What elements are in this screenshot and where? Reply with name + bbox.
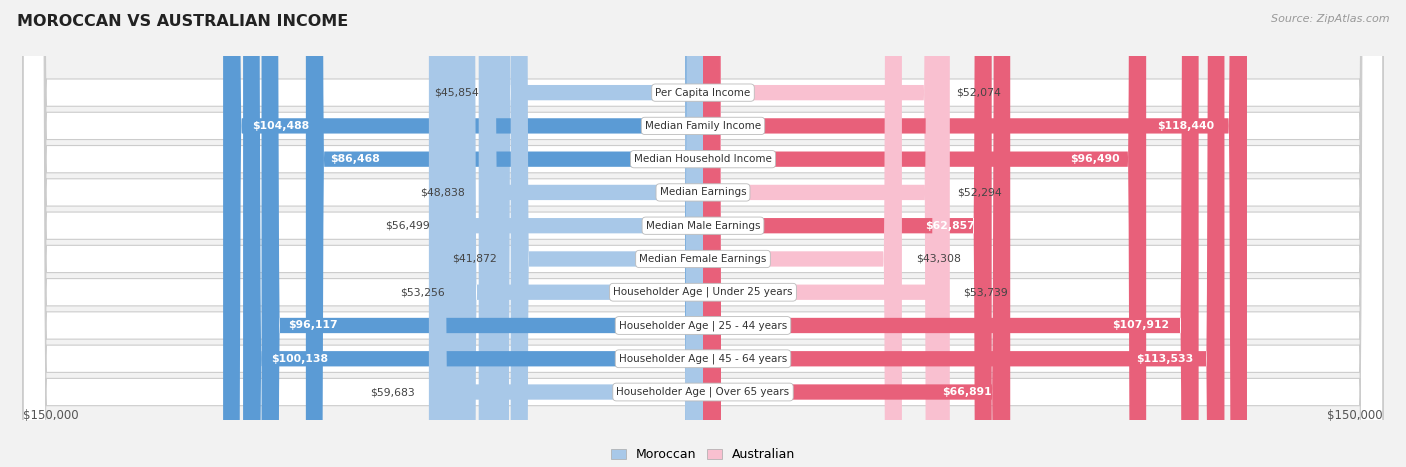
Text: Per Capita Income: Per Capita Income bbox=[655, 88, 751, 98]
FancyBboxPatch shape bbox=[703, 0, 942, 467]
Text: $86,468: $86,468 bbox=[329, 154, 380, 164]
Text: $59,683: $59,683 bbox=[370, 387, 415, 397]
Text: $96,117: $96,117 bbox=[288, 320, 337, 331]
FancyBboxPatch shape bbox=[703, 0, 1011, 467]
Text: Median Family Income: Median Family Income bbox=[645, 121, 761, 131]
FancyBboxPatch shape bbox=[703, 0, 1247, 467]
Legend: Moroccan, Australian: Moroccan, Australian bbox=[612, 448, 794, 461]
Text: Median Female Earnings: Median Female Earnings bbox=[640, 254, 766, 264]
FancyBboxPatch shape bbox=[492, 0, 703, 467]
Text: Source: ZipAtlas.com: Source: ZipAtlas.com bbox=[1271, 14, 1389, 24]
Text: $52,294: $52,294 bbox=[957, 187, 1001, 198]
Text: Householder Age | Under 25 years: Householder Age | Under 25 years bbox=[613, 287, 793, 297]
FancyBboxPatch shape bbox=[703, 0, 991, 467]
Text: $41,872: $41,872 bbox=[453, 254, 496, 264]
FancyBboxPatch shape bbox=[224, 0, 703, 467]
Text: $113,533: $113,533 bbox=[1136, 354, 1194, 364]
FancyBboxPatch shape bbox=[24, 0, 1382, 467]
FancyBboxPatch shape bbox=[243, 0, 703, 467]
Text: $150,000: $150,000 bbox=[1327, 410, 1382, 423]
FancyBboxPatch shape bbox=[24, 0, 1382, 467]
Text: $150,000: $150,000 bbox=[24, 410, 79, 423]
FancyBboxPatch shape bbox=[478, 0, 703, 467]
Text: $53,256: $53,256 bbox=[399, 287, 444, 297]
Text: Median Earnings: Median Earnings bbox=[659, 187, 747, 198]
FancyBboxPatch shape bbox=[24, 0, 1382, 467]
FancyBboxPatch shape bbox=[703, 0, 1199, 467]
FancyBboxPatch shape bbox=[24, 0, 1382, 467]
FancyBboxPatch shape bbox=[262, 0, 703, 467]
Text: $62,857: $62,857 bbox=[925, 221, 974, 231]
FancyBboxPatch shape bbox=[703, 0, 950, 467]
Text: $53,739: $53,739 bbox=[963, 287, 1008, 297]
FancyBboxPatch shape bbox=[703, 0, 1225, 467]
Text: $104,488: $104,488 bbox=[252, 121, 309, 131]
FancyBboxPatch shape bbox=[24, 0, 1382, 467]
FancyBboxPatch shape bbox=[703, 0, 1146, 467]
FancyBboxPatch shape bbox=[703, 0, 901, 467]
FancyBboxPatch shape bbox=[307, 0, 703, 467]
Text: $96,490: $96,490 bbox=[1070, 154, 1119, 164]
FancyBboxPatch shape bbox=[24, 0, 1382, 467]
Text: Median Household Income: Median Household Income bbox=[634, 154, 772, 164]
Text: $48,838: $48,838 bbox=[420, 187, 465, 198]
FancyBboxPatch shape bbox=[24, 0, 1382, 467]
FancyBboxPatch shape bbox=[703, 0, 943, 467]
Text: Householder Age | Over 65 years: Householder Age | Over 65 years bbox=[616, 387, 790, 397]
Text: $100,138: $100,138 bbox=[271, 354, 328, 364]
FancyBboxPatch shape bbox=[24, 0, 1382, 467]
FancyBboxPatch shape bbox=[510, 0, 703, 467]
Text: $66,891: $66,891 bbox=[942, 387, 991, 397]
Text: $43,308: $43,308 bbox=[915, 254, 960, 264]
Text: Householder Age | 25 - 44 years: Householder Age | 25 - 44 years bbox=[619, 320, 787, 331]
Text: Median Male Earnings: Median Male Earnings bbox=[645, 221, 761, 231]
FancyBboxPatch shape bbox=[24, 0, 1382, 467]
FancyBboxPatch shape bbox=[443, 0, 703, 467]
FancyBboxPatch shape bbox=[24, 0, 1382, 467]
Text: $56,499: $56,499 bbox=[385, 221, 430, 231]
Text: MOROCCAN VS AUSTRALIAN INCOME: MOROCCAN VS AUSTRALIAN INCOME bbox=[17, 14, 349, 29]
Text: $52,074: $52,074 bbox=[956, 88, 1001, 98]
Text: Householder Age | 45 - 64 years: Householder Age | 45 - 64 years bbox=[619, 354, 787, 364]
FancyBboxPatch shape bbox=[458, 0, 703, 467]
FancyBboxPatch shape bbox=[429, 0, 703, 467]
Text: $45,854: $45,854 bbox=[434, 88, 478, 98]
Text: $107,912: $107,912 bbox=[1112, 320, 1168, 331]
Text: $118,440: $118,440 bbox=[1157, 121, 1215, 131]
